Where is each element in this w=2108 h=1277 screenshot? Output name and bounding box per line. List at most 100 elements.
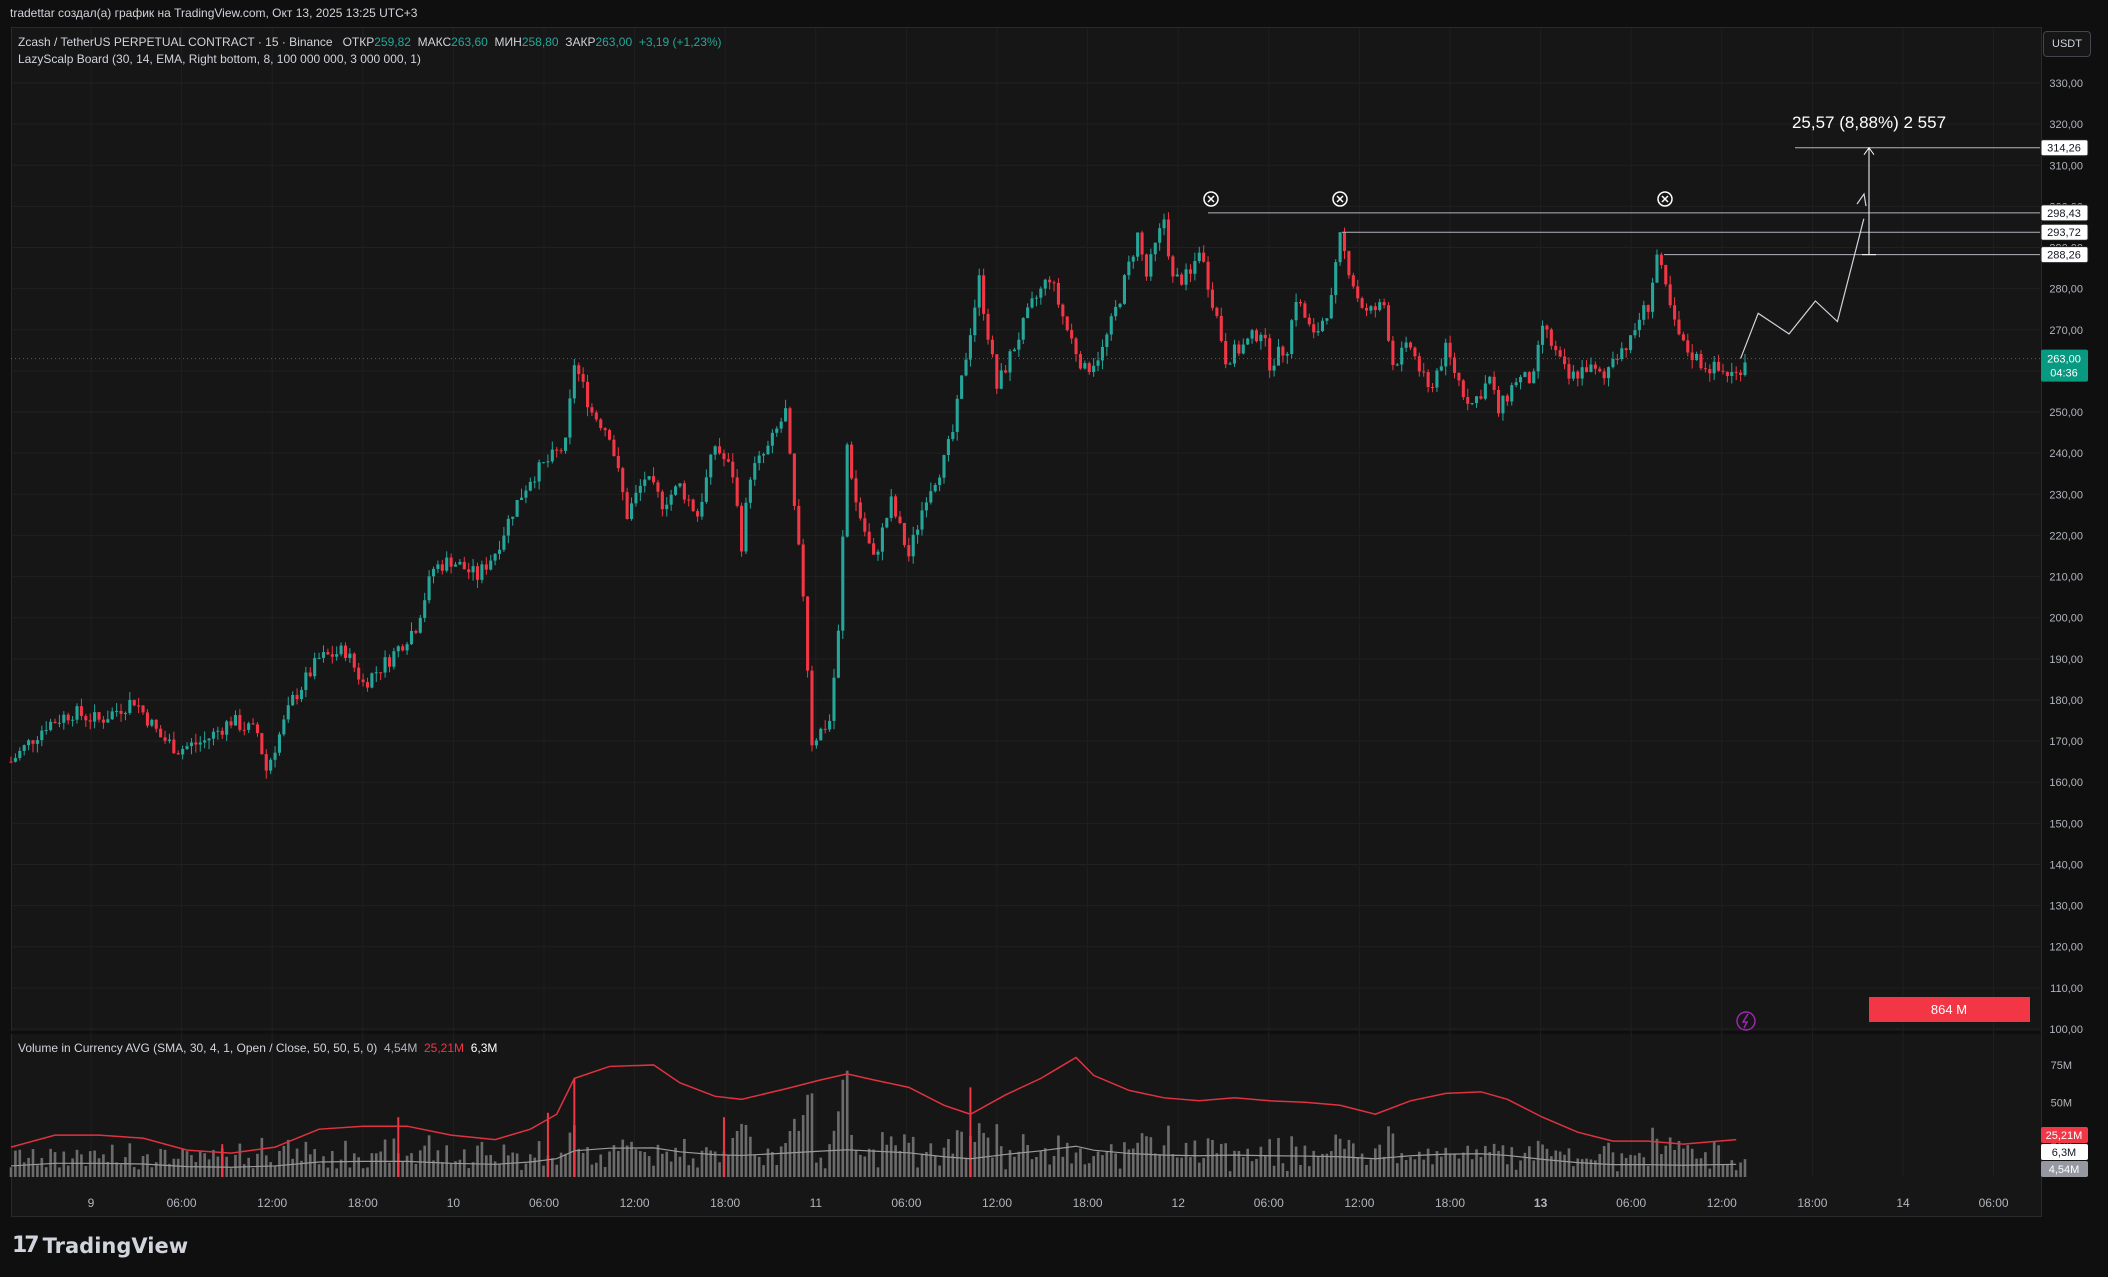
candle-body <box>1109 316 1113 335</box>
candle-body <box>806 596 810 671</box>
level-price-label: 293,72 <box>2047 227 2081 239</box>
close-circle-icon <box>1332 191 1348 207</box>
level-price-box <box>2040 204 2089 222</box>
volume-bar <box>370 1153 374 1177</box>
candle-body <box>475 566 480 580</box>
candle-body <box>1382 302 1386 306</box>
volume-bar <box>1206 1138 1210 1177</box>
candle-body <box>1342 232 1347 252</box>
time-axis: 9 06:00 12:00 18:00 10 06:00 12:00 18:00 11 06:00… <box>88 1196 2009 1210</box>
candle-body <box>594 412 598 420</box>
candle-body <box>1444 342 1448 367</box>
candle-body <box>418 617 422 633</box>
volume-bar <box>1285 1171 1289 1177</box>
candle-body <box>603 428 607 431</box>
candle-body <box>225 721 229 735</box>
candle-body <box>942 455 946 478</box>
symbol-legend: Zcash / TetherUS PERPETUAL CONTRACT · 15… <box>18 35 722 49</box>
volume-bar <box>634 1149 638 1177</box>
candle-body <box>84 716 88 721</box>
volume-bar <box>938 1165 941 1177</box>
candle-body <box>1593 364 1597 369</box>
candle-body <box>1483 383 1487 399</box>
volume-bar <box>432 1160 435 1177</box>
volume-bar <box>317 1164 321 1177</box>
volume-bar <box>418 1150 422 1177</box>
volume-bar <box>1598 1153 1602 1177</box>
volume-bar <box>889 1136 893 1177</box>
volume-bar <box>1202 1157 1205 1177</box>
pane-separator <box>11 1031 2041 1034</box>
candle-body <box>462 561 466 570</box>
candle-body <box>1171 256 1175 277</box>
volume-bar <box>1633 1155 1637 1177</box>
indicator-legend[interactable]: LazyScalp Board (30, 14, EMA, Right bott… <box>18 52 421 66</box>
volume-bar <box>339 1159 343 1177</box>
candle-body <box>79 706 83 717</box>
volume-bar <box>713 1151 717 1177</box>
candle-body <box>1338 232 1342 263</box>
candle-body <box>612 439 616 457</box>
volume-bar <box>1448 1153 1452 1177</box>
candle-body <box>585 381 590 408</box>
volume-bar <box>1004 1169 1007 1177</box>
candle-body <box>1087 363 1091 373</box>
close-x-mark <box>1661 195 1669 203</box>
volume-bar <box>1682 1148 1685 1177</box>
volume-bar <box>1303 1145 1307 1177</box>
volume-bar <box>352 1153 356 1177</box>
volume-bar <box>308 1154 312 1177</box>
volume-bar <box>1717 1145 1720 1177</box>
level-price-label: 288,26 <box>2047 250 2081 262</box>
volume-sma-line <box>10 1145 1737 1168</box>
candle-body <box>75 706 79 720</box>
candle-body <box>304 672 308 690</box>
volume-bar <box>1708 1168 1712 1177</box>
candle-body <box>1690 352 1694 361</box>
candle-body <box>550 449 554 462</box>
volume-bar <box>260 1137 264 1177</box>
candle-body <box>1620 348 1624 360</box>
volume-bar <box>1167 1125 1170 1177</box>
volume-bar <box>383 1139 387 1177</box>
board-value-box <box>1869 997 2030 1022</box>
volume-bar <box>361 1168 365 1177</box>
currency-button[interactable]: USDT <box>2043 31 2091 57</box>
volume-legend[interactable]: Volume in Currency AVG (SMA, 30, 4, 1, O… <box>18 1041 497 1055</box>
chart-frame[interactable] <box>11 27 2042 1217</box>
candle-body <box>1180 274 1184 285</box>
candle-body <box>995 354 999 389</box>
volume-bar <box>568 1132 572 1177</box>
volume-bar <box>1532 1160 1536 1177</box>
symbol-name: Zcash / TetherUS PERPETUAL CONTRACT · 15… <box>18 35 333 49</box>
tradingview-logo[interactable]: 17 TradingView <box>12 1233 188 1258</box>
candle-body <box>145 712 149 726</box>
volume-bar <box>436 1150 440 1177</box>
volume-bar <box>1528 1146 1531 1177</box>
close-circle-icon <box>1657 191 1673 207</box>
candle-body <box>343 645 348 658</box>
volume-bar <box>374 1153 378 1177</box>
volume-bar <box>1347 1139 1351 1177</box>
candle-body <box>1259 334 1263 342</box>
board-value-text: 864 M <box>1931 1002 1967 1017</box>
level-price-label: 298,43 <box>2047 208 2081 220</box>
volume-bar <box>467 1168 471 1177</box>
candle-body <box>1004 370 1008 373</box>
volume-bar <box>1101 1155 1104 1177</box>
volume-bar <box>440 1162 444 1177</box>
volume-bar <box>564 1153 567 1177</box>
volume-bar <box>1070 1163 1073 1177</box>
candle-body <box>427 576 431 601</box>
candle-body <box>1092 365 1096 373</box>
candle-body <box>709 454 713 478</box>
volume-bar <box>911 1136 915 1177</box>
volume-bar <box>1241 1157 1245 1177</box>
volume-bar <box>784 1143 787 1177</box>
volume-bar <box>335 1168 338 1177</box>
volume-tick-label: 50M <box>2051 1097 2072 1109</box>
volume-bar <box>991 1157 994 1177</box>
candle-body <box>731 461 735 478</box>
volume-bar <box>951 1153 955 1177</box>
